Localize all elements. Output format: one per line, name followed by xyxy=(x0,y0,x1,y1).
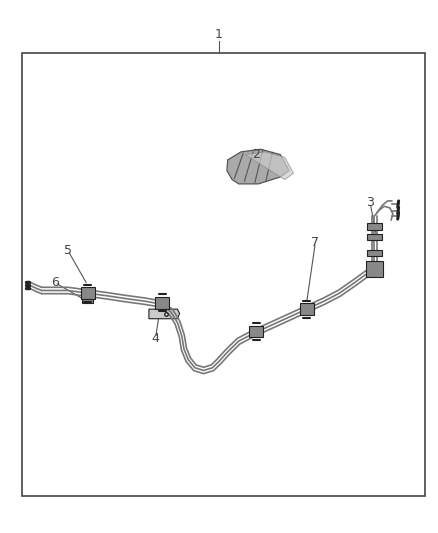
Text: 4: 4 xyxy=(152,332,159,345)
Bar xyxy=(300,303,314,315)
Bar xyxy=(22,53,425,496)
Bar xyxy=(367,223,382,230)
Text: 1: 1 xyxy=(215,28,223,41)
Polygon shape xyxy=(149,309,180,319)
Bar xyxy=(155,297,169,309)
Text: 2: 2 xyxy=(252,148,260,161)
Text: 6: 6 xyxy=(51,276,59,289)
Bar xyxy=(367,234,382,240)
Polygon shape xyxy=(245,152,293,180)
Polygon shape xyxy=(227,149,289,184)
Bar xyxy=(82,297,93,303)
Text: 7: 7 xyxy=(311,236,319,249)
Bar xyxy=(367,250,382,256)
Bar xyxy=(81,287,95,299)
Bar xyxy=(249,326,263,337)
Bar xyxy=(366,261,383,277)
Text: 5: 5 xyxy=(64,244,72,257)
Text: 3: 3 xyxy=(366,196,374,209)
